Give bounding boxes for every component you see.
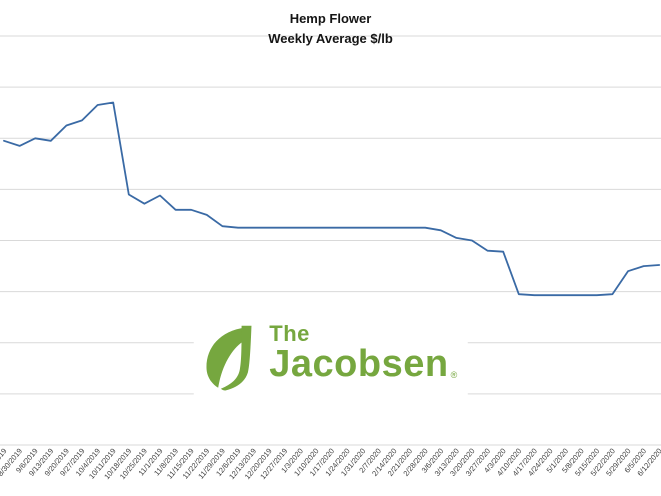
jacobsen-leaf-icon [205, 325, 251, 391]
jacobsen-logo: The Jacobsen ® [193, 318, 468, 398]
chart-title-line1: Hemp Flower [289, 11, 372, 26]
jacobsen-logo-text: The Jacobsen ® [269, 322, 457, 383]
chart-title-line2: Weekly Average $/lb [268, 30, 393, 46]
price-line [3, 101, 661, 297]
chart-title: Hemp Flower Weekly Average $/lb [0, 9, 661, 48]
registered-mark: ® [450, 370, 458, 381]
logo-text-the: The [269, 321, 310, 346]
logo-text-jacobsen: Jacobsen [269, 343, 449, 386]
